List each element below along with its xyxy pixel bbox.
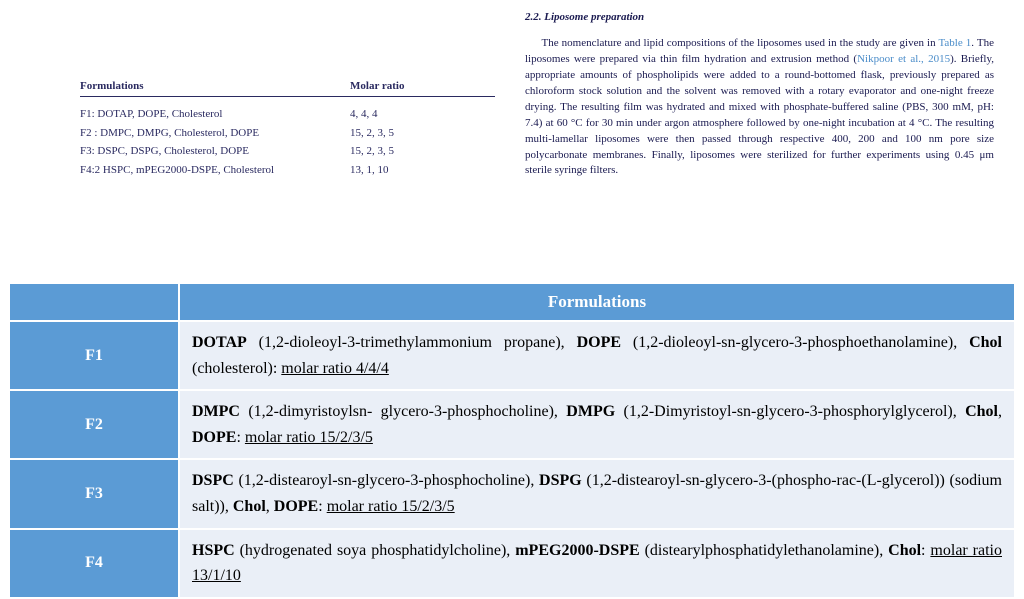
text-span: (hydrogenated soya phosphatidylcholine), bbox=[235, 542, 516, 559]
table-row: F3DSPC (1,2-distearoyl-sn-glycero-3-phos… bbox=[9, 459, 1015, 528]
formulation-content: DSPC (1,2-distearoyl-sn-glycero-3-phosph… bbox=[179, 459, 1015, 528]
small-table-header: Formulations Molar ratio bbox=[80, 80, 495, 97]
small-table-row: F1: DOTAP, DOPE, Cholesterol4, 4, 4 bbox=[80, 105, 495, 124]
text-span: DMPC bbox=[192, 403, 240, 420]
text-span: HSPC bbox=[192, 542, 235, 559]
small-table-col1-header: Formulations bbox=[80, 80, 350, 92]
formulation-label: F4 bbox=[9, 529, 179, 598]
small-table-cell-formulation: F1: DOTAP, DOPE, Cholesterol bbox=[80, 106, 350, 123]
text-span: molar ratio 15/2/3/5 bbox=[245, 429, 373, 446]
body-text-post: ). Briefly, appropriate amounts of phosp… bbox=[525, 53, 994, 177]
small-formulations-table: Formulations Molar ratio F1: DOTAP, DOPE… bbox=[0, 0, 515, 282]
small-table-cell-formulation: F2 : DMPC, DMPG, Cholesterol, DOPE bbox=[80, 125, 350, 142]
table-row: F1DOTAP (1,2-dioleoyl-3-trimethylammoniu… bbox=[9, 321, 1015, 390]
text-span: : bbox=[318, 498, 326, 515]
section-body: The nomenclature and lipid compositions … bbox=[525, 36, 994, 179]
body-text-pre: The nomenclature and lipid compositions … bbox=[542, 37, 939, 49]
small-table-cell-ratio: 15, 2, 3, 5 bbox=[350, 143, 495, 160]
ref-link-nikpoor[interactable]: Nikpoor et al., 2015 bbox=[857, 53, 950, 65]
small-table-col2-header: Molar ratio bbox=[350, 80, 495, 92]
text-span: DSPG bbox=[539, 472, 582, 489]
formulations-detail-table: Formulations F1DOTAP (1,2-dioleoyl-3-tri… bbox=[8, 282, 1016, 599]
big-table-header: Formulations bbox=[179, 283, 1015, 321]
small-table-cell-ratio: 4, 4, 4 bbox=[350, 106, 495, 123]
table-row: F2DMPC (1,2-dimyristoylsn- glycero-3-pho… bbox=[9, 390, 1015, 459]
text-span: , bbox=[998, 403, 1002, 420]
formulation-label: F3 bbox=[9, 459, 179, 528]
text-span: DMPG bbox=[566, 403, 615, 420]
section-heading: 2.2. Liposome preparation bbox=[525, 10, 994, 26]
text-span: mPEG2000-DSPE bbox=[515, 542, 639, 559]
small-table-cell-formulation: F3: DSPC, DSPG, Cholesterol, DOPE bbox=[80, 143, 350, 160]
small-table-row: F2 : DMPC, DMPG, Cholesterol, DOPE15, 2,… bbox=[80, 124, 495, 143]
text-span: Chol bbox=[888, 542, 921, 559]
big-table-corner bbox=[9, 283, 179, 321]
small-table-cell-formulation: F4:2 HSPC, mPEG2000-DSPE, Cholesterol bbox=[80, 162, 350, 179]
top-region: Formulations Molar ratio F1: DOTAP, DOPE… bbox=[0, 0, 1024, 282]
text-span: DOPE bbox=[577, 334, 621, 351]
small-table-cell-ratio: 13, 1, 10 bbox=[350, 162, 495, 179]
table-row: F4HSPC (hydrogenated soya phosphatidylch… bbox=[9, 529, 1015, 598]
formulation-content: DMPC (1,2-dimyristoylsn- glycero-3-phosp… bbox=[179, 390, 1015, 459]
text-span: DOPE bbox=[274, 498, 318, 515]
text-span: DSPC bbox=[192, 472, 234, 489]
method-text-block: 2.2. Liposome preparation The nomenclatu… bbox=[515, 0, 1024, 282]
small-table-cell-ratio: 15, 2, 3, 5 bbox=[350, 125, 495, 142]
text-span: (1,2-dioleoyl-sn-glycero-3-phosphoethano… bbox=[621, 334, 969, 351]
text-span: (cholesterol): bbox=[192, 360, 281, 377]
small-table-row: F4:2 HSPC, mPEG2000-DSPE, Cholesterol13,… bbox=[80, 161, 495, 180]
text-span: (1,2-dioleoyl-3-trimethylammonium propan… bbox=[247, 334, 577, 351]
formulation-content: HSPC (hydrogenated soya phosphatidylchol… bbox=[179, 529, 1015, 598]
formulation-label: F2 bbox=[9, 390, 179, 459]
text-span: (1,2-Dimyristoyl-sn-glycero-3-phosphoryl… bbox=[615, 403, 965, 420]
text-span: (1,2-dimyristoylsn- glycero-3-phosphocho… bbox=[240, 403, 566, 420]
text-span: DOTAP bbox=[192, 334, 247, 351]
text-span: molar ratio 15/2/3/5 bbox=[327, 498, 455, 515]
text-span: , bbox=[266, 498, 274, 515]
text-span: : bbox=[236, 429, 244, 446]
text-span: Chol bbox=[233, 498, 266, 515]
text-span: Chol bbox=[969, 334, 1002, 351]
text-span: (distearylphosphatidylethanolamine), bbox=[640, 542, 888, 559]
formulation-label: F1 bbox=[9, 321, 179, 390]
text-span: molar ratio 4/4/4 bbox=[281, 360, 389, 377]
formulation-content: DOTAP (1,2-dioleoyl-3-trimethylammonium … bbox=[179, 321, 1015, 390]
text-span: Chol bbox=[965, 403, 998, 420]
ref-link-table1[interactable]: Table 1 bbox=[938, 37, 971, 49]
text-span: DOPE bbox=[192, 429, 236, 446]
small-table-row: F3: DSPC, DSPG, Cholesterol, DOPE15, 2, … bbox=[80, 142, 495, 161]
text-span: (1,2-distearoyl-sn-glycero-3-phosphochol… bbox=[234, 472, 539, 489]
